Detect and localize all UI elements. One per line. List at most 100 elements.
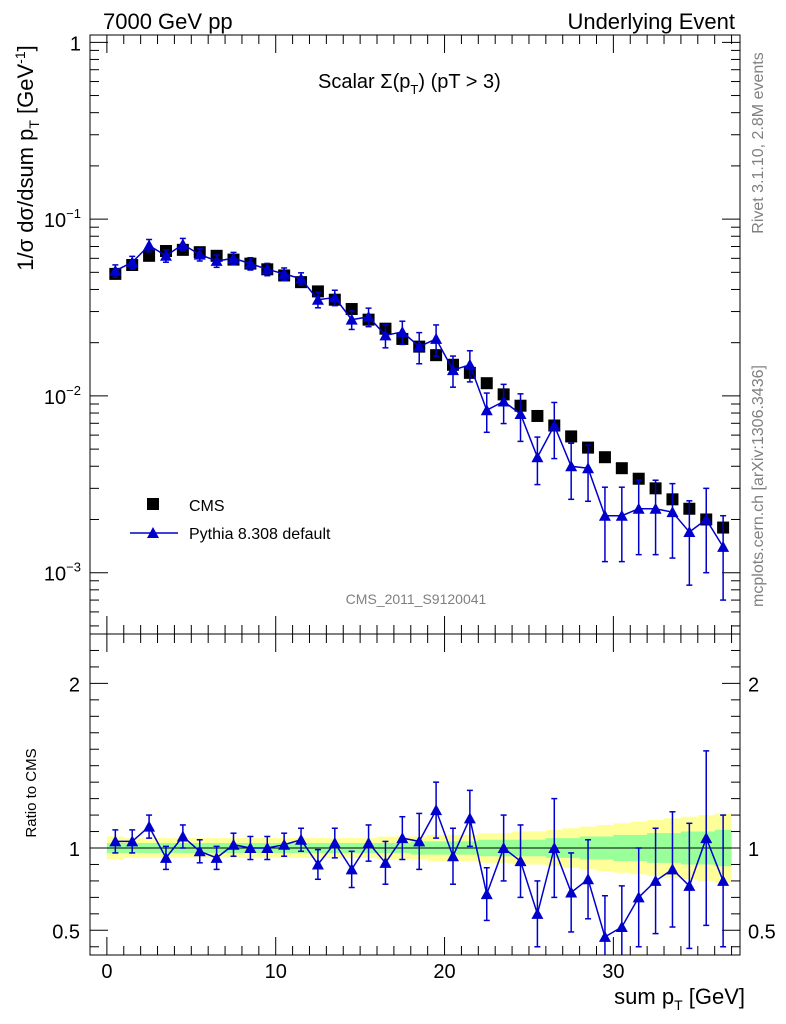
pythia-point: [311, 293, 324, 305]
pythia-point: [396, 325, 409, 337]
pythia-point: [244, 257, 257, 269]
pythia-point: [565, 460, 578, 472]
pythia-point: [295, 272, 308, 284]
y-tick-label: 10−2: [44, 383, 81, 409]
pythia-point: [700, 513, 713, 525]
ratio-point: [497, 842, 510, 853]
pythia-series: [109, 237, 730, 601]
ratio-point: [598, 930, 611, 942]
plot-title: Scalar Σ(pT) (pT > 3): [318, 71, 501, 97]
x-tick-label: 30: [602, 961, 624, 983]
ratio-y-tick-label-left: 1: [69, 839, 80, 861]
ratio-y-axis-label: Ratio to CMS: [23, 748, 40, 837]
ratio-point: [109, 835, 122, 847]
pythia-point: [362, 310, 375, 322]
ratio-point: [379, 856, 392, 868]
pythia-point: [176, 238, 189, 250]
ratio-point: [683, 879, 696, 891]
header-left: 7000 GeV pp: [103, 9, 233, 34]
pythia-point: [582, 462, 595, 474]
ratio-point: [396, 832, 409, 844]
ratio-point: [463, 812, 476, 824]
pythia-point: [430, 332, 443, 344]
ratio-point: [345, 863, 358, 875]
ratio-point: [666, 863, 679, 875]
pythia-point: [227, 252, 240, 264]
pythia-point: [598, 509, 611, 521]
header-right: Underlying Event: [567, 9, 735, 34]
cms-point: [143, 249, 156, 262]
ratio-plot-panel: 0.5 0.51 12 20 10 20 30 Ratio to CMS sum pT [G…: [23, 633, 776, 1013]
pythia-point: [413, 340, 426, 352]
cms-point: [565, 430, 578, 443]
ratio-y-tick-label-left: 2: [69, 674, 80, 696]
ratio-point: [362, 837, 375, 849]
pythia-point: [548, 419, 561, 431]
ratio-point: [159, 851, 172, 863]
legend-pythia-marker: [147, 527, 159, 538]
pythia-point: [497, 395, 510, 407]
pythia-point: [649, 502, 662, 514]
pythia-point: [463, 358, 476, 370]
ratio-point: [176, 830, 189, 842]
ratio-point: [446, 850, 459, 862]
pythia-point: [446, 364, 459, 376]
cms-point: [632, 472, 645, 485]
pythia-point: [717, 540, 730, 552]
pythia-point: [193, 248, 206, 260]
cms-point: [598, 451, 611, 464]
ratio-series: [109, 750, 730, 955]
pythia-point: [109, 264, 122, 276]
ratio-point: [244, 842, 257, 853]
ratio-point: [278, 838, 291, 850]
cms-point: [311, 285, 324, 298]
main-plot-panel: 10−3 10−2 10−1 1 Scalar Σ(pT) (pT > 3) 1/σ …: [12, 33, 741, 635]
pythia-point: [514, 407, 527, 419]
ratio-y-tick-label-left: 0.5: [52, 921, 80, 943]
ratio-point: [649, 874, 662, 886]
ratio-point: [430, 804, 443, 816]
ratio-point: [210, 851, 223, 863]
main-plot-frame: [89, 34, 741, 635]
y-tick-label: 1: [70, 33, 81, 55]
cms-series: [109, 243, 730, 534]
legend-pythia-label: Pythia 8.308 default: [189, 526, 331, 543]
ratio-y-tick-label-right: 0.5: [748, 921, 776, 943]
pythia-point: [126, 256, 139, 268]
x-tick-label: 10: [265, 961, 287, 983]
pythia-point: [143, 239, 156, 251]
ratio-point: [261, 842, 274, 853]
pythia-point: [345, 313, 358, 325]
cms-point: [531, 409, 544, 422]
ratio-point: [143, 820, 156, 832]
side-text-top: Rivet 3.1.10, 2.8M events: [750, 52, 767, 233]
x-tick-label: 0: [101, 961, 112, 983]
ratio-point: [193, 845, 206, 857]
analysis-watermark: CMS_2011_S9120041: [346, 591, 487, 607]
ratio-point: [311, 858, 324, 870]
x-tick-label: 20: [433, 961, 455, 983]
ratio-point: [328, 837, 341, 849]
pythia-point: [379, 329, 392, 341]
ratio-point: [413, 835, 426, 847]
cms-point: [480, 377, 493, 390]
ratio-point: [227, 838, 240, 850]
cms-point: [615, 462, 628, 475]
legend: CMS Pythia 8.308 default: [130, 498, 331, 543]
ratio-point: [700, 832, 713, 844]
pythia-point: [615, 509, 628, 521]
ratio-y-tick-label-right: 2: [748, 674, 759, 696]
pythia-point: [480, 404, 493, 416]
ratio-point: [531, 907, 544, 919]
ratio-point: [548, 842, 561, 853]
pythia-point: [666, 506, 679, 518]
ratio-y-tick-label-right: 1: [748, 839, 759, 861]
pythia-point: [261, 263, 274, 275]
ratio-point: [615, 921, 628, 933]
ratio-point: [514, 855, 527, 867]
pythia-point: [328, 291, 341, 303]
ratio-point: [582, 873, 595, 885]
pythia-point: [159, 249, 172, 261]
ratio-point: [632, 891, 645, 903]
